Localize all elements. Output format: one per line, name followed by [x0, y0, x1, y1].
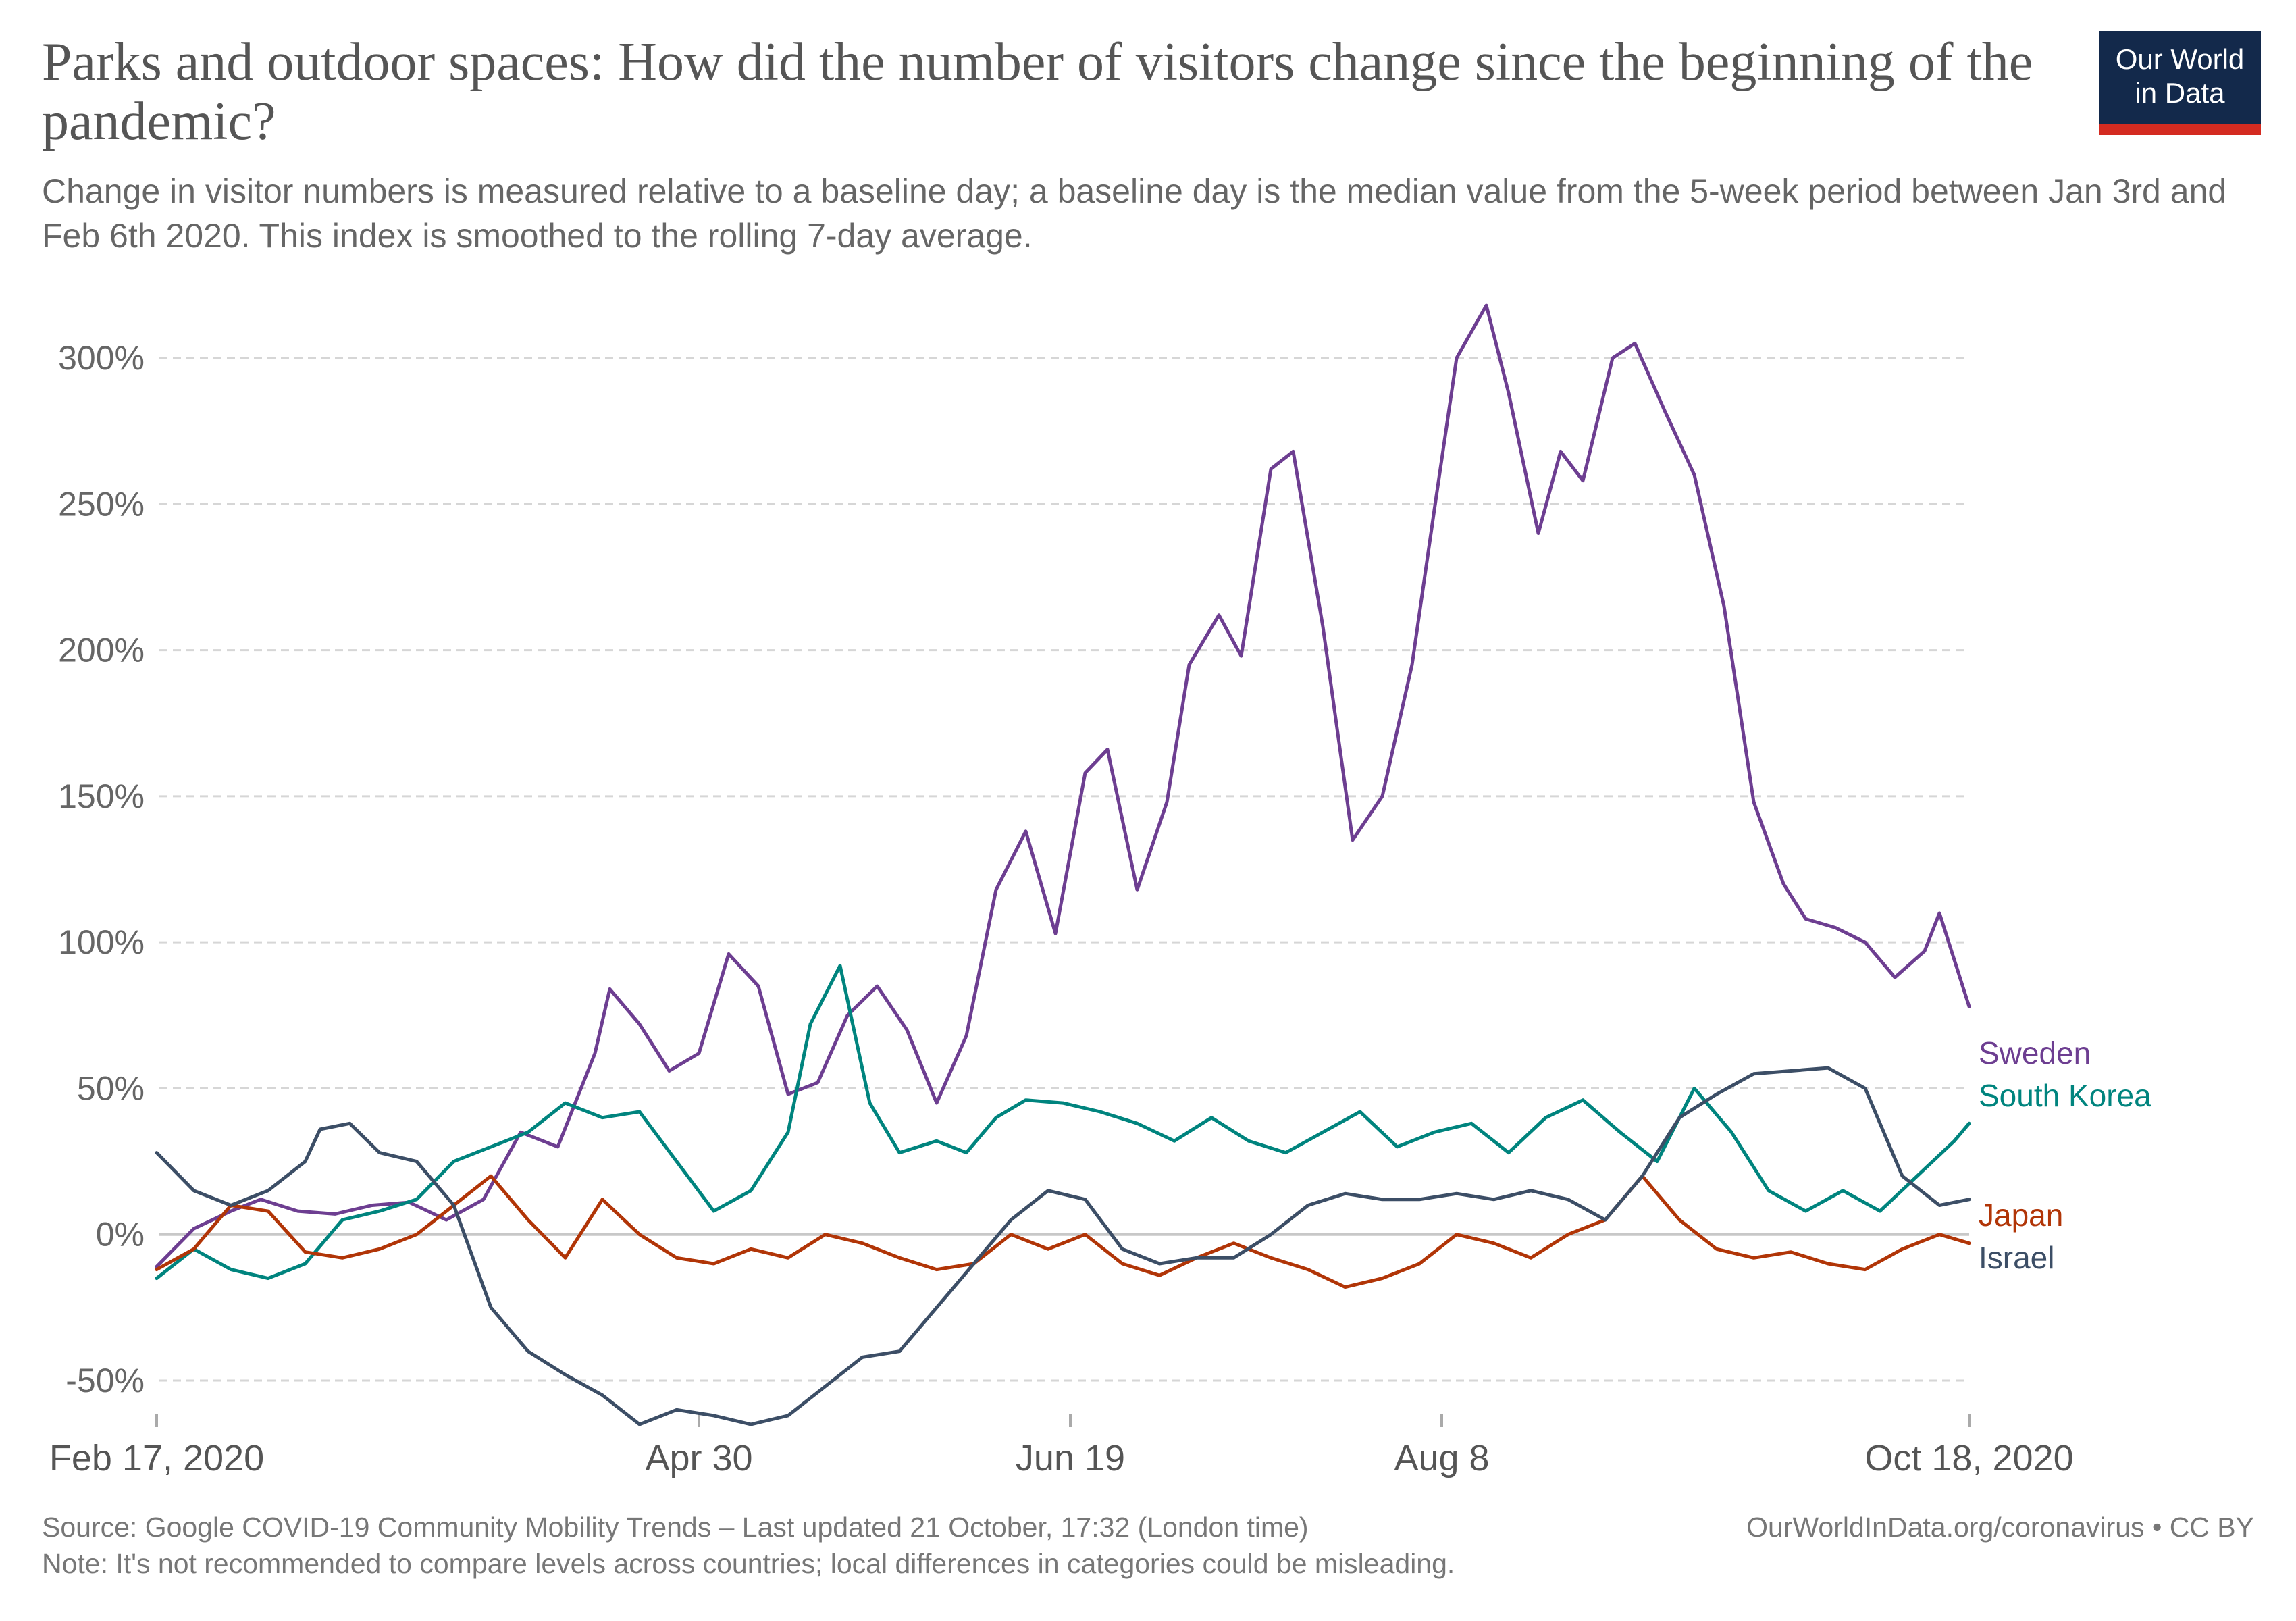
y-tick-label: 150%: [58, 777, 145, 815]
source-link[interactable]: OurWorldInData.org/coronavirus • CC BY: [1746, 1512, 2254, 1543]
series-label-sweden[interactable]: Sweden: [1979, 1035, 2091, 1071]
y-tick-label: 300%: [58, 339, 145, 377]
x-tick-label: Apr 30: [645, 1438, 752, 1478]
series-line-japan[interactable]: [155, 1174, 1971, 1289]
y-tick-label: 250%: [58, 485, 145, 523]
y-tick-label: 0%: [96, 1216, 145, 1254]
source-note: Source: Google COVID-19 Community Mobili…: [42, 1512, 1309, 1543]
series-label-israel[interactable]: Israel: [1979, 1240, 2054, 1275]
series-labels: Sweden South Korea Japan Israel: [1979, 1035, 2151, 1275]
x-axis: Feb 17, 2020 Apr 30 Jun 19 Aug 8 Oct 18, 202…: [49, 1414, 2074, 1478]
series-line-israel[interactable]: [155, 1066, 1971, 1426]
y-tick-label: 200%: [58, 632, 145, 669]
logo-line-1: Our World: [2115, 43, 2245, 75]
gridlines: [159, 357, 1969, 1382]
x-tick-label: Aug 8: [1394, 1438, 1489, 1478]
chart-title: Parks and outdoor spaces: How did the nu…: [42, 32, 2033, 151]
y-axis: -50% 0% 50% 100% 150% 200% 250% 300%: [58, 339, 145, 1399]
y-tick-label: 50%: [77, 1069, 145, 1107]
series-lines: [155, 303, 1971, 1426]
y-tick-label: 100%: [58, 923, 145, 961]
owid-logo[interactable]: Our World in Data: [2099, 31, 2261, 135]
chart-subtitle: Change in visitor numbers is measured re…: [42, 172, 2227, 255]
series-line-south-korea[interactable]: [155, 964, 1971, 1281]
logo-line-2: in Data: [2135, 77, 2225, 109]
x-tick-label: Oct 18, 2020: [1864, 1438, 2073, 1478]
footer: Source: Google COVID-19 Community Mobili…: [42, 1509, 2270, 1582]
comparison-note: Note: It's not recommended to compare le…: [42, 1548, 1455, 1579]
series-line-sweden[interactable]: [155, 303, 1971, 1268]
y-tick-label: -50%: [66, 1362, 145, 1399]
x-tick-label: Jun 19: [1016, 1438, 1125, 1478]
series-label-south-korea[interactable]: South Korea: [1979, 1078, 2151, 1113]
x-tick-label: Feb 17, 2020: [49, 1438, 264, 1478]
series-label-japan[interactable]: Japan: [1979, 1198, 2063, 1233]
